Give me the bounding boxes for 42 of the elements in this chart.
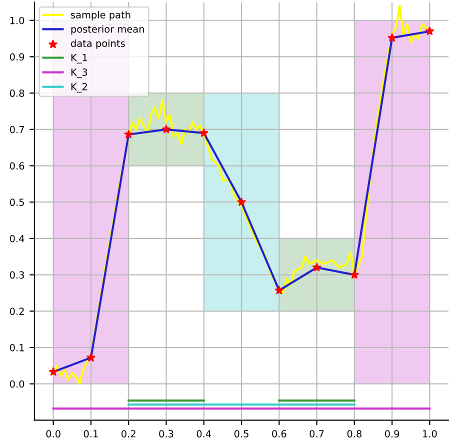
- point: [200, 128, 208, 137]
- bar: [279, 238, 354, 312]
- x-tick-label: 0.1: [84, 430, 98, 438]
- y-tick-label: 1.0: [10, 16, 24, 24]
- y-tick-label: 0.4: [10, 234, 24, 242]
- bar: [354, 20, 430, 384]
- point: [162, 124, 171, 134]
- point: [425, 26, 434, 36]
- x-tick-label: 0.5: [234, 430, 248, 438]
- y-tick-label: 0.7: [10, 126, 24, 134]
- x-tick-label: 0.7: [310, 430, 324, 438]
- y-tick-label: 0.8: [10, 90, 24, 97]
- y-tick-label: 0.0: [10, 380, 24, 388]
- y-tick-label: 0.6: [10, 162, 24, 170]
- legend-label: K_2: [71, 83, 87, 93]
- x-tick-label: 0.0: [46, 430, 60, 438]
- y-tick-label: 0.1: [10, 344, 24, 352]
- point: [49, 367, 58, 376]
- y-tick-label: 0.5: [10, 198, 24, 206]
- x-tick-label: 0.2: [122, 430, 136, 438]
- x-tick-label: 0.3: [159, 430, 174, 438]
- point: [350, 270, 359, 279]
- point: [312, 263, 322, 272]
- y-tick-label: 0.9: [10, 53, 24, 61]
- legend-label: K_3: [71, 68, 88, 78]
- y-tick-label: 0.2: [10, 308, 24, 315]
- x-tick-label: 0.8: [347, 430, 362, 438]
- legend-label: data points: [71, 39, 125, 49]
- x-tick-label: 0.6: [272, 430, 286, 438]
- x-tick-label: 1.0: [423, 430, 437, 438]
- x-tick-label: 0.9: [384, 430, 400, 438]
- legend-label: K_1: [71, 54, 87, 64]
- bar: [204, 93, 280, 312]
- legend-label: sample path: [71, 10, 130, 20]
- point: [124, 130, 133, 138]
- point: [86, 353, 96, 362]
- point: [274, 286, 284, 294]
- point: [388, 33, 396, 42]
- point: [237, 198, 246, 206]
- x-tick-label: 0.4: [196, 430, 212, 438]
- y-tick-label: 0.3: [10, 271, 24, 279]
- legend-label: posterior mean: [71, 25, 144, 35]
